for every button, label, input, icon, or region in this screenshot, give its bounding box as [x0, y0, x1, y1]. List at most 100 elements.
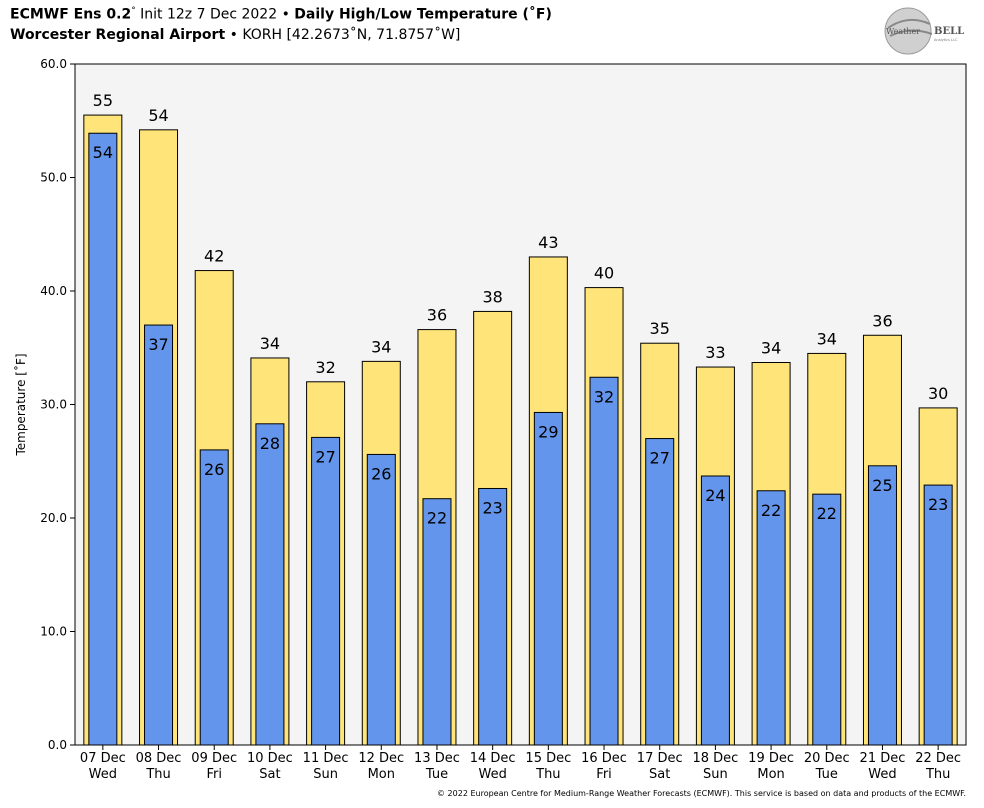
logo-text-right: BELL	[934, 26, 964, 37]
low-temp-bar	[144, 324, 174, 746]
x-tick-day: Thu	[145, 767, 170, 782]
y-axis-label: Temperature [˚F]	[13, 353, 28, 456]
x-tick-date: 15 Dec	[525, 751, 571, 766]
x-tick-date: 08 Dec	[136, 751, 182, 766]
station-line: Worcester Regional Airport • KORH [42.26…	[10, 27, 460, 43]
low-temp-bar	[700, 475, 730, 746]
x-tick-date: 11 Dec	[303, 751, 349, 766]
x-tick-day: Sat	[649, 767, 670, 782]
x-tick-day: Sun	[703, 767, 728, 782]
x-tick-day: Wed	[89, 767, 117, 782]
x-tick-date: 22 Dec	[915, 751, 961, 766]
x-tick-day: Tue	[815, 767, 838, 782]
plot-frame	[74, 63, 967, 746]
x-tick-date: 18 Dec	[692, 751, 738, 766]
low-temp-label: 22	[427, 509, 447, 528]
high-temp-label: 42	[204, 247, 224, 266]
low-temp-label: 29	[538, 422, 558, 441]
high-temp-label: 34	[371, 337, 391, 356]
x-tick-date: 10 Dec	[247, 751, 293, 766]
bullet-2: •	[229, 27, 238, 43]
x-tick-day: Fri	[206, 767, 222, 782]
low-temp-bar	[478, 487, 508, 746]
low-temp-label: 23	[482, 498, 502, 517]
low-temp-bar	[422, 498, 452, 746]
model-name: ECMWF Ens 0.2	[10, 6, 132, 23]
degree-mark: °	[131, 6, 136, 16]
low-temp-label: 27	[650, 449, 670, 468]
high-temp-label: 54	[148, 106, 168, 125]
x-tick-day: Fri	[596, 767, 612, 782]
high-temp-label: 33	[705, 343, 725, 362]
x-tick-date: 17 Dec	[637, 751, 683, 766]
low-temp-label: 22	[817, 504, 837, 523]
x-tick-day: Sun	[313, 767, 338, 782]
station-info: KORH [42.2673˚N, 71.8757˚W]	[242, 27, 461, 43]
bullet-1: •	[281, 6, 290, 23]
high-temp-label: 55	[93, 91, 113, 110]
y-tick-label: 30.0	[40, 398, 67, 412]
low-temp-bar	[867, 465, 897, 746]
low-temp-bar	[756, 490, 786, 746]
high-temp-label: 30	[928, 384, 948, 403]
high-temp-label: 34	[761, 339, 781, 358]
low-temp-bar	[88, 132, 118, 746]
high-temp-label: 43	[538, 233, 558, 252]
low-temp-bar	[533, 411, 563, 746]
low-temp-bar	[366, 453, 396, 746]
y-tick-label: 0.0	[48, 738, 67, 752]
x-tick-day: Thu	[925, 767, 950, 782]
init-time: Init 12z 7 Dec 2022	[140, 6, 278, 23]
chart-title-line: ECMWF Ens 0.2° Init 12z 7 Dec 2022 • Dai…	[10, 6, 552, 23]
x-tick-date: 21 Dec	[860, 751, 906, 766]
high-temp-label: 32	[315, 358, 335, 377]
low-temp-bar	[812, 493, 842, 746]
y-tick-label: 60.0	[40, 57, 67, 71]
x-tick-day: Sat	[259, 767, 280, 782]
high-temp-label: 38	[482, 287, 502, 306]
low-temp-label: 27	[315, 447, 335, 466]
low-temp-label: 28	[260, 434, 280, 453]
x-tick-day: Thu	[535, 767, 560, 782]
x-tick-date: 07 Dec	[80, 751, 126, 766]
high-temp-label: 35	[650, 319, 670, 338]
y-tick-label: 40.0	[40, 284, 67, 298]
x-tick-day: Wed	[478, 767, 506, 782]
weatherbell-logo: Weather BELL Analytics LLC	[884, 7, 964, 55]
low-temp-bar	[255, 423, 285, 746]
x-tick-date: 14 Dec	[470, 751, 516, 766]
low-temp-label: 37	[148, 335, 168, 354]
x-tick-day: Mon	[757, 767, 784, 782]
x-tick-date: 19 Dec	[748, 751, 794, 766]
low-temp-label: 23	[928, 495, 948, 514]
x-tick-date: 13 Dec	[414, 751, 460, 766]
high-temp-label: 34	[817, 329, 837, 348]
y-tick-label: 20.0	[40, 511, 67, 525]
low-temp-bar	[199, 449, 229, 746]
y-tick-label: 10.0	[40, 625, 67, 639]
high-temp-label: 36	[427, 306, 447, 325]
high-temp-label: 36	[872, 311, 892, 330]
low-temp-label: 54	[93, 143, 113, 162]
x-tick-day: Mon	[368, 767, 395, 782]
low-temp-bar	[923, 484, 953, 746]
copyright-footer: © 2022 European Centre for Medium-Range …	[437, 789, 966, 798]
x-tick-date: 16 Dec	[581, 751, 627, 766]
low-temp-label: 22	[761, 501, 781, 520]
x-tick-day: Wed	[868, 767, 896, 782]
station-name: Worcester Regional Airport	[10, 27, 226, 43]
low-temp-bar	[645, 438, 675, 746]
low-temp-label: 26	[204, 460, 224, 479]
x-tick-date: 20 Dec	[804, 751, 850, 766]
low-temp-label: 26	[371, 464, 391, 483]
product-name: Daily High/Low Temperature (˚F)	[294, 6, 552, 23]
high-temp-label: 40	[594, 264, 614, 283]
x-tick-day: Tue	[425, 767, 448, 782]
y-tick-label: 50.0	[40, 171, 67, 185]
logo-subtext: Analytics LLC	[934, 38, 958, 42]
low-temp-label: 25	[872, 476, 892, 495]
low-temp-bar	[589, 376, 619, 746]
high-temp-label: 34	[260, 334, 280, 353]
low-temp-label: 24	[705, 486, 725, 505]
